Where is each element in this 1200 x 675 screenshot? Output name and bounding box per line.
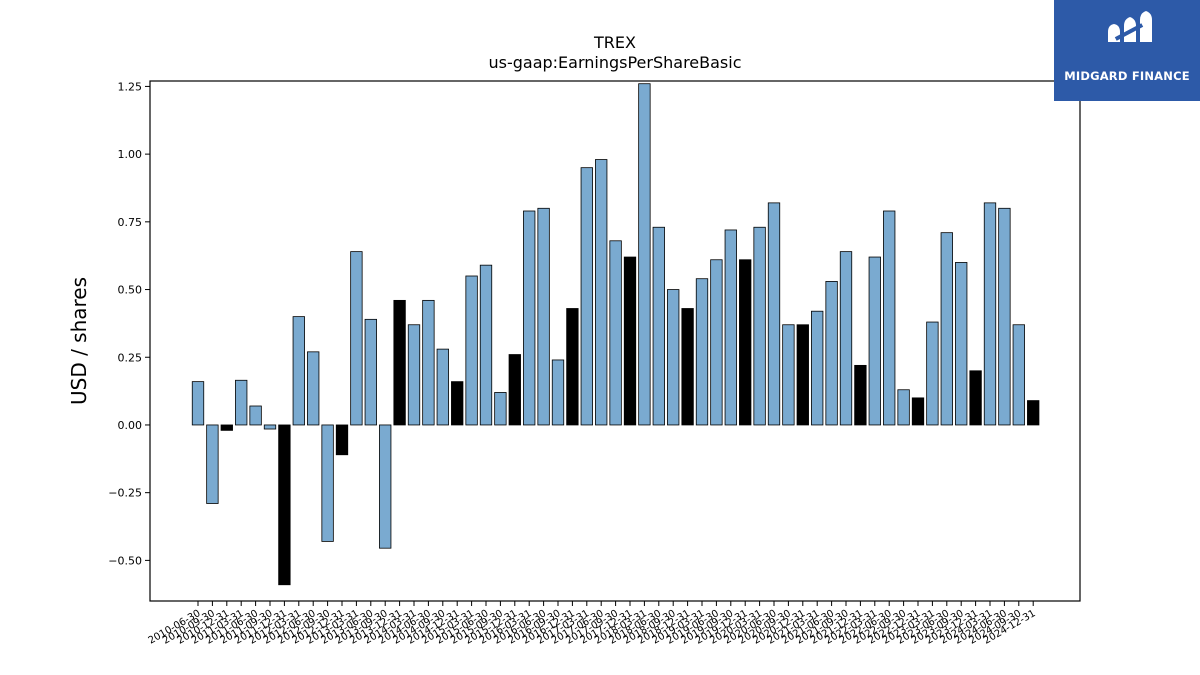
bar-2024-06-30 bbox=[998, 207, 1011, 426]
bar-2024-03-31 bbox=[983, 202, 997, 426]
bar-2016-12-31 bbox=[566, 308, 579, 426]
plot-frame bbox=[149, 80, 1081, 602]
bar-2010-09-30 bbox=[206, 424, 219, 504]
y-axis-label: USD / shares bbox=[67, 277, 91, 405]
bar-2017-06-30 bbox=[595, 159, 608, 426]
bar-2023-06-30 bbox=[940, 232, 953, 426]
bar-2021-03-31 bbox=[811, 310, 824, 426]
bar-2018-03-31 bbox=[638, 83, 651, 426]
bar-2014-09-30 bbox=[436, 348, 449, 426]
bar-2015-12-31 bbox=[508, 354, 521, 426]
y-tick-label: 1.00 bbox=[118, 148, 143, 161]
y-tick-label: 0.50 bbox=[118, 284, 143, 297]
bar-2016-06-30 bbox=[537, 207, 550, 426]
y-tick-label: 0.25 bbox=[118, 351, 143, 364]
bar-2019-03-31 bbox=[695, 278, 709, 426]
bar-2023-03-31 bbox=[926, 321, 939, 426]
x-ticks-layer: 2010-06-302010-09-302010-12-312011-03-31… bbox=[147, 601, 1038, 647]
bar-2023-09-30 bbox=[955, 262, 968, 426]
bar-2021-06-30 bbox=[825, 281, 838, 426]
y-ticks-layer: 1.25 1.00 0.75 0.50 0.25 0.00 −0.25 −0.50 bbox=[108, 80, 150, 567]
bar-2013-06-30 bbox=[364, 318, 377, 426]
chart-subtitle: us-gaap:EarningsPerShareBasic bbox=[488, 53, 741, 72]
bar-2011-03-31 bbox=[235, 379, 248, 426]
bars-layer bbox=[191, 83, 1040, 586]
bar-2014-06-30 bbox=[422, 299, 435, 426]
y-tick-label: −0.25 bbox=[108, 487, 142, 500]
bar-2014-12-31 bbox=[451, 381, 464, 426]
bar-2024-09-30 bbox=[1012, 324, 1025, 426]
bar-2012-06-30 bbox=[307, 351, 320, 426]
bar-2010-12-31 bbox=[220, 424, 233, 431]
logo-text: MIDGARD FINANCE bbox=[1064, 69, 1190, 83]
bar-2022-03-31 bbox=[868, 256, 881, 426]
bar-2016-09-30 bbox=[551, 359, 565, 426]
bar-2011-09-30 bbox=[263, 424, 277, 430]
bar-2022-12-31 bbox=[911, 397, 925, 426]
bar-2018-12-31 bbox=[681, 308, 694, 426]
bar-2015-06-30 bbox=[479, 264, 493, 426]
bar-2014-03-31 bbox=[407, 324, 421, 426]
bar-2016-03-31 bbox=[523, 210, 536, 426]
bar-2020-03-31 bbox=[753, 226, 766, 426]
y-tick-label: −0.50 bbox=[108, 554, 142, 567]
bar-2012-03-31 bbox=[292, 316, 305, 426]
bar-2012-09-30 bbox=[321, 424, 334, 542]
bar-2024-12-31 bbox=[1027, 400, 1040, 426]
bar-2021-09-30 bbox=[839, 251, 853, 426]
bar-2019-12-31 bbox=[739, 259, 752, 426]
bar-2018-06-30 bbox=[652, 226, 665, 426]
bar-2017-09-30 bbox=[609, 240, 622, 426]
bar-2019-09-30 bbox=[724, 229, 737, 426]
bar-2013-09-30 bbox=[379, 424, 392, 549]
bar-2020-09-30 bbox=[782, 324, 795, 426]
y-tick-label: 0.00 bbox=[118, 419, 143, 432]
bar-2011-06-30 bbox=[249, 405, 262, 426]
bar-2019-06-30 bbox=[710, 259, 723, 426]
bar-2011-12-31 bbox=[278, 424, 291, 586]
bar-2017-12-31 bbox=[623, 256, 637, 426]
bar-2020-06-30 bbox=[767, 202, 781, 426]
bar-2010-06-30 bbox=[191, 381, 205, 426]
bar-2012-12-31 bbox=[335, 424, 349, 456]
bar-2017-03-31 bbox=[580, 167, 593, 426]
midgard-finance-logo: MIDGARD FINANCE bbox=[1054, 0, 1200, 101]
y-tick-label: 0.75 bbox=[118, 216, 143, 229]
bar-2022-06-30 bbox=[883, 210, 896, 426]
y-tick-label: 1.25 bbox=[118, 80, 143, 93]
bar-2021-12-31 bbox=[854, 364, 867, 426]
chart-title: TREX bbox=[593, 33, 636, 52]
bar-2018-09-30 bbox=[667, 289, 680, 426]
bar-2022-09-30 bbox=[897, 389, 910, 426]
midgard-logo-icon bbox=[1108, 11, 1152, 42]
bar-2015-09-30 bbox=[494, 392, 507, 426]
bar-2023-12-31 bbox=[969, 370, 982, 426]
bar-2020-12-31 bbox=[796, 324, 809, 426]
bar-2013-12-31 bbox=[393, 299, 406, 426]
bar-2015-03-31 bbox=[465, 275, 478, 426]
bar-2013-03-31 bbox=[350, 251, 363, 426]
